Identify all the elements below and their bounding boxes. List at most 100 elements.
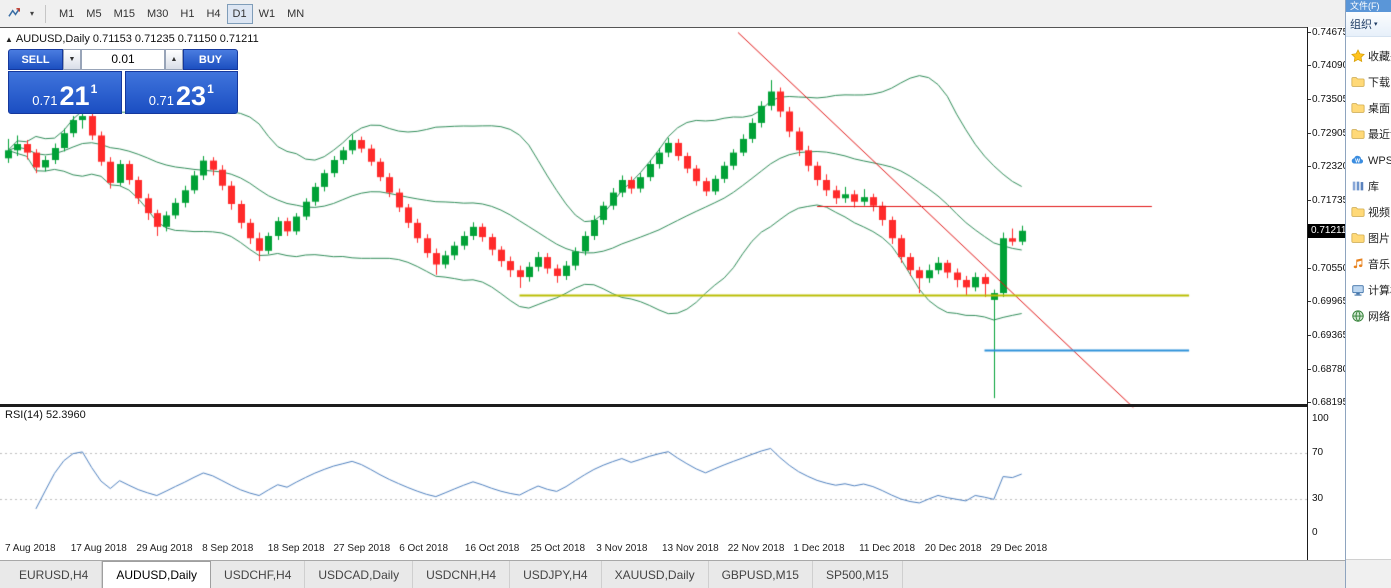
tab-audusd-daily[interactable]: AUDUSD,Daily (102, 561, 212, 588)
library-icon (1352, 181, 1364, 191)
timeframe-m1-button[interactable]: M1 (53, 4, 80, 24)
date-axis-label: 13 Nov 2018 (662, 543, 719, 554)
volume-input[interactable]: 0.01 (81, 49, 165, 70)
price-axis-tick: 0.69965 (1307, 295, 1349, 307)
tab-usdjpy-h4[interactable]: USDJPY,H4 (510, 561, 602, 588)
explorer-item-wps-cloud[interactable]: W WPS网盘 (1346, 147, 1391, 173)
folder-icon (1351, 77, 1365, 87)
tab-gbpusd-m15[interactable]: GBPUSD,M15 (709, 561, 813, 588)
organize-button[interactable]: 组织 ▾ (1346, 12, 1391, 37)
buy-price-panel[interactable]: 0.71 23 1 (124, 71, 238, 114)
price-axis-tick: 0.71735 (1307, 194, 1349, 206)
explorer-item-music[interactable]: 音乐 (1346, 251, 1391, 277)
explorer-item-favorites[interactable]: 收藏夹 (1346, 43, 1391, 69)
buy-price-pips: 23 (176, 81, 207, 112)
current-price-badge: 0.71211 (1308, 223, 1346, 238)
date-axis-label: 22 Nov 2018 (727, 543, 785, 554)
price-axis-tick: 0.68195 (1307, 396, 1349, 408)
rsi-axis-tick: 0 (1312, 527, 1318, 538)
timeframe-h4-button[interactable]: H4 (200, 4, 226, 24)
price-axis-tick: 0.74675 (1307, 27, 1349, 38)
price-axis-tick: 0.74090 (1307, 60, 1349, 72)
tab-usdchf-h4[interactable]: USDCHF,H4 (211, 561, 306, 588)
chart-symbol-header: ▲ AUDUSD,Daily 0.71153 0.71235 0.71150 0.… (5, 33, 259, 45)
timeframe-w1-button[interactable]: W1 (253, 4, 282, 24)
cloud-icon: W (1351, 155, 1364, 165)
chart-window: ▲ AUDUSD,Daily 0.71153 0.71235 0.71150 0.… (0, 27, 1349, 560)
chart-tab-bar: EURUSD,H4 AUDUSD,Daily USDCHF,H4 USDCAD,… (0, 560, 1345, 588)
explorer-item-desktop[interactable]: 桌面 (1346, 95, 1391, 121)
date-axis-label: 3 Nov 2018 (596, 543, 648, 554)
price-axis-tick: 0.70550 (1307, 262, 1349, 274)
rsi-axis-tick: 100 (1312, 413, 1329, 424)
computer-icon (1352, 285, 1364, 296)
sell-price-pips: 21 (59, 81, 90, 112)
rsi-axis-tick: 30 (1312, 492, 1324, 504)
date-axis-label: 29 Aug 2018 (136, 543, 193, 554)
explorer-file-menu[interactable]: 文件(F) (1346, 0, 1391, 12)
tab-sp500-m15[interactable]: SP500,M15 (813, 561, 903, 588)
date-axis-label: 16 Oct 2018 (464, 543, 520, 554)
price-axis-tick: 0.69365 (1307, 330, 1349, 342)
timeframe-toolbar: ▾ M1 M5 M15 M30 H1 H4 D1 W1 MN (0, 0, 1345, 27)
timeframe-mn-button[interactable]: MN (281, 4, 310, 24)
explorer-item-videos[interactable]: 视频 (1346, 199, 1391, 225)
price-axis[interactable]: 0.74675 0.74090 0.73505 0.72905 0.72320 … (1307, 27, 1349, 560)
date-axis-label: 6 Oct 2018 (399, 543, 449, 554)
date-axis-label: 18 Sep 2018 (267, 543, 325, 554)
tab-xauusd-daily[interactable]: XAUUSD,Daily (602, 561, 709, 588)
date-axis-label: 7 Aug 2018 (5, 543, 56, 554)
price-axis-tick: 0.72905 (1307, 128, 1349, 140)
toolbar-separator (45, 4, 46, 23)
date-axis-label: 1 Dec 2018 (793, 543, 845, 554)
price-axis-tick: 0.73505 (1307, 93, 1349, 105)
volume-decrease-icon[interactable]: ▼ (63, 49, 81, 70)
price-axis-tick: 0.72320 (1307, 161, 1349, 173)
date-axis-label: 25 Oct 2018 (530, 543, 586, 554)
one-click-trading-panel: SELL ▼ 0.01 ▲ BUY 0.71 21 1 0.71 23 1 (8, 49, 238, 114)
collapse-triangle-icon[interactable]: ▲ (5, 35, 13, 44)
music-icon (1353, 258, 1363, 269)
folder-icon (1351, 103, 1365, 113)
tab-usdcnh-h4[interactable]: USDCNH,H4 (413, 561, 511, 588)
date-axis-label: 20 Dec 2018 (924, 543, 982, 554)
network-icon (1352, 310, 1364, 322)
chart-tools-icon[interactable] (4, 4, 26, 24)
folder-icon (1351, 129, 1365, 139)
sell-button[interactable]: SELL (8, 49, 63, 70)
explorer-bottom-strip (1346, 559, 1391, 588)
sell-price-panel[interactable]: 0.71 21 1 (8, 71, 122, 114)
folder-icon (1351, 233, 1365, 243)
timeframe-m15-button[interactable]: M15 (108, 4, 141, 24)
timeframe-m5-button[interactable]: M5 (80, 4, 107, 24)
explorer-item-network[interactable]: 网络 (1346, 303, 1391, 329)
explorer-nav-list: 收藏夹 下载 桌面 最近访问的位置 W WPS网盘 库 (1346, 37, 1391, 329)
explorer-item-pictures[interactable]: 图片 (1346, 225, 1391, 251)
price-chart-canvas[interactable] (0, 27, 1307, 558)
buy-button[interactable]: BUY (183, 49, 238, 70)
svg-text:W: W (1355, 159, 1360, 165)
volume-increase-icon[interactable]: ▲ (165, 49, 183, 70)
explorer-side-window: 文件(F) 组织 ▾ 收藏夹 下载 桌面 最近访问的位置 W (1345, 0, 1391, 588)
zigzag-icon (7, 8, 20, 17)
timeframe-h1-button[interactable]: H1 (174, 4, 200, 24)
chart-rsi-splitter[interactable] (0, 404, 1345, 407)
explorer-item-computer[interactable]: 计算机 (1346, 277, 1391, 303)
timeframe-d1-button[interactable]: D1 (226, 3, 253, 24)
buy-price-point: 1 (207, 82, 214, 96)
rsi-indicator-label: RSI(14) 52.3960 (5, 409, 86, 421)
sell-price-point: 1 (90, 82, 98, 96)
price-axis-tick: 0.68780 (1307, 363, 1349, 375)
tab-eurusd-h4[interactable]: EURUSD,H4 (6, 561, 103, 588)
timeframe-m30-button[interactable]: M30 (141, 4, 174, 24)
date-axis-label: 8 Sep 2018 (202, 543, 254, 554)
chart-tools-dropdown-icon[interactable]: ▾ (26, 4, 38, 24)
explorer-item-libraries[interactable]: 库 (1346, 173, 1391, 199)
buy-price-prefix: 0.71 (148, 92, 175, 108)
date-axis[interactable]: 7 Aug 2018 17 Aug 2018 29 Aug 2018 8 Sep… (0, 540, 1307, 558)
tab-usdcad-daily[interactable]: USDCAD,Daily (305, 561, 414, 588)
date-axis-label: 27 Sep 2018 (333, 543, 391, 554)
explorer-item-recent[interactable]: 最近访问的位置 (1346, 121, 1391, 147)
explorer-item-downloads[interactable]: 下载 (1346, 69, 1391, 95)
